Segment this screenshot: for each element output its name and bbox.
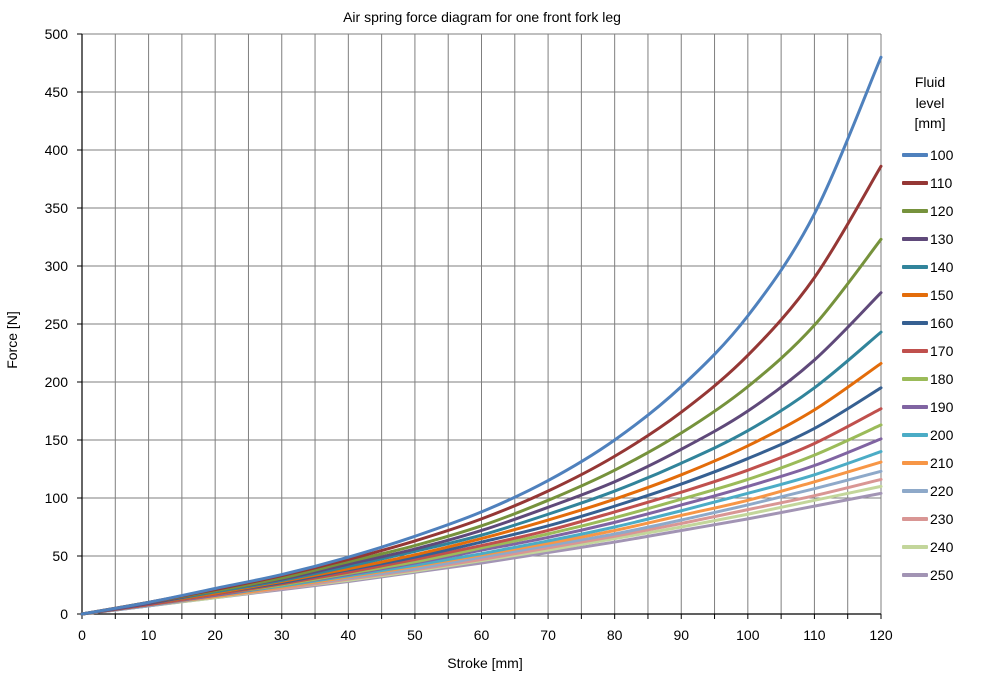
y-tick-label: 200: [45, 374, 69, 390]
x-tick-label: 90: [673, 627, 689, 643]
legend-swatch: [902, 516, 928, 521]
legend-item-200: 200: [900, 421, 980, 449]
legend-swatch: [902, 572, 928, 577]
x-tick-label: 30: [274, 627, 290, 643]
legend-swatch: [902, 208, 928, 213]
legend-item-240: 240: [900, 533, 980, 561]
legend-item-100: 100: [900, 141, 980, 169]
y-tick-label: 250: [45, 316, 69, 332]
y-tick-label: 400: [45, 142, 69, 158]
legend-swatch: [902, 292, 928, 297]
x-tick-label: 50: [407, 627, 423, 643]
legend-label: 170: [930, 342, 954, 359]
legend-swatch: [902, 376, 928, 381]
y-tick-label: 450: [45, 84, 69, 100]
legend-item-170: 170: [900, 337, 980, 365]
legend-item-190: 190: [900, 393, 980, 421]
x-tick-label: 0: [78, 627, 86, 643]
legend-swatch: [902, 236, 928, 241]
legend-label: 120: [930, 202, 954, 219]
legend-label: 180: [930, 370, 954, 387]
legend-label: 220: [930, 482, 954, 499]
legend-item-120: 120: [900, 197, 980, 225]
legend-swatch: [902, 180, 928, 185]
legend-item-230: 230: [900, 505, 980, 533]
x-tick-label: 60: [474, 627, 490, 643]
legend-swatch: [902, 432, 928, 437]
legend-item-130: 130: [900, 225, 980, 253]
legend-label: 150: [930, 286, 954, 303]
y-tick-label: 300: [45, 258, 69, 274]
legend-items: 100 110 120 130 140 150 160 170 180 190 200 210 220 2…: [900, 141, 980, 589]
y-tick-label: 50: [52, 548, 68, 564]
legend-label: 200: [930, 426, 954, 443]
legend-title-line: [mm]: [914, 115, 946, 131]
legend-swatch: [902, 152, 928, 157]
legend-label: 130: [930, 230, 954, 247]
series-line-100: [80, 55, 883, 616]
legend-item-210: 210: [900, 449, 980, 477]
x-tick-label: 10: [141, 627, 157, 643]
legend-swatch: [902, 460, 928, 465]
x-tick-label: 100: [736, 627, 760, 643]
legend-item-150: 150: [900, 281, 980, 309]
y-tick-label: 100: [45, 490, 69, 506]
legend-label: 110: [930, 174, 953, 191]
x-axis-label: Stroke [mm]: [447, 655, 522, 671]
legend-item-140: 140: [900, 253, 980, 281]
legend-label: 250: [930, 566, 954, 583]
legend-title: Fluid level [mm]: [900, 72, 960, 134]
y-tick-label: 500: [45, 26, 69, 42]
legend-item-250: 250: [900, 561, 980, 589]
legend-label: 190: [930, 398, 954, 415]
legend-label: 140: [930, 258, 954, 275]
legend-item-110: 110: [900, 169, 980, 197]
y-axis-label: Force [N]: [4, 311, 20, 369]
legend-label: 100: [930, 146, 954, 163]
x-tick-label: 110: [803, 627, 826, 643]
x-tick-label: 80: [607, 627, 623, 643]
legend-label: 160: [930, 314, 954, 331]
y-tick-label: 0: [60, 606, 68, 622]
legend-label: 210: [930, 454, 954, 471]
axes: [77, 33, 882, 619]
x-tick-label: 70: [540, 627, 556, 643]
legend-swatch: [902, 320, 928, 325]
legend-swatch: [902, 544, 928, 549]
legend-swatch: [902, 404, 928, 409]
legend-swatch: [902, 488, 928, 493]
legend-item-220: 220: [900, 477, 980, 505]
legend-label: 230: [930, 510, 954, 527]
x-tick-labels: 0 10 20 30 40 50 60 70 80 90 100 110 120: [78, 627, 893, 643]
y-tick-label: 350: [45, 200, 69, 216]
chart-title: Air spring force diagram for one front f…: [343, 9, 621, 25]
y-tick-label: 150: [45, 432, 69, 448]
legend-swatch: [902, 348, 928, 353]
legend-label: 240: [930, 538, 954, 555]
x-tick-label: 40: [341, 627, 357, 643]
legend-item-160: 160: [900, 309, 980, 337]
legend-swatch: [902, 264, 928, 269]
legend-title-line: Fluid: [914, 74, 946, 90]
legend: Fluid level [mm] 100 110 120 130 140 150 160 17…: [900, 72, 980, 589]
legend-title-line: level: [915, 94, 945, 111]
series-lines: [80, 55, 883, 616]
y-tick-labels: 0 50 100 150 200 250 300 350 400 450 500: [45, 26, 69, 622]
grid: [81, 33, 882, 615]
legend-item-180: 180: [900, 365, 980, 393]
x-tick-label: 120: [869, 627, 893, 643]
x-tick-label: 20: [207, 627, 223, 643]
